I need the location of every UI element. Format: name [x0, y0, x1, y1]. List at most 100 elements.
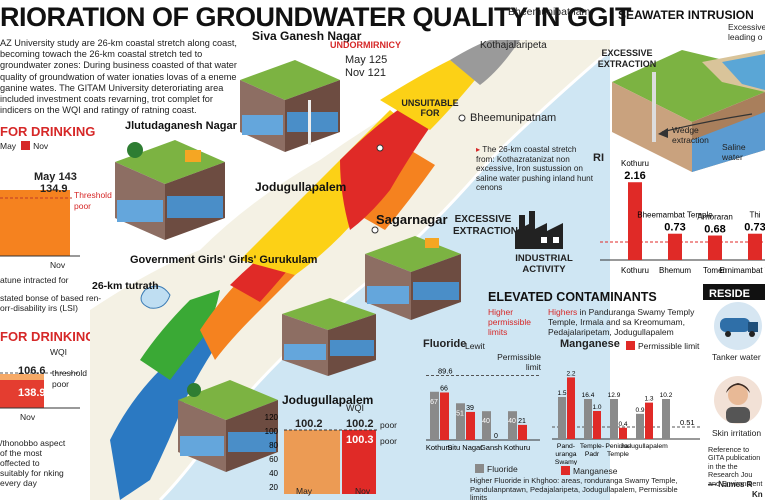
kn-credit: Kn — [752, 490, 763, 499]
jodu-may-value: 100.2 — [295, 418, 323, 430]
label-bheemunipatnam-mid: Bheemunipatnam — [470, 112, 557, 124]
manganese-bar-nov — [645, 402, 653, 439]
manganese-category-label: Jodugullapalem — [620, 443, 668, 450]
manganese-value-label: 1.5 — [557, 390, 566, 397]
intrusion-saline: Saline water — [722, 142, 746, 162]
skin-label: Skin irritation — [712, 428, 762, 438]
label-gurukulam: Government Girls' Girls' Gurukulam — [130, 254, 318, 266]
manganese-bar-nov — [567, 377, 575, 439]
block-jlutudaganesh — [115, 140, 225, 240]
tanker-label: Tanker water — [712, 352, 761, 362]
label-siva-ganesh: Siva Ganesh Nagar — [252, 29, 362, 43]
manganese-bar-may — [610, 399, 618, 439]
fluoride-bar-nov — [440, 392, 449, 440]
may-bar — [0, 190, 70, 256]
manganese-bar-may — [636, 413, 644, 439]
ri-axis-label: Tomen — [703, 266, 727, 275]
may-value-2: 106.6 — [18, 365, 46, 377]
manganese-legend: Manganese — [556, 466, 617, 476]
jodu-nov-value: 100.2 — [346, 418, 374, 430]
svg-text:120: 120 — [265, 413, 279, 422]
ri-value-label: 0.73 — [664, 222, 685, 234]
ri-axis-label: Bhemum — [659, 266, 691, 275]
manganese-category-label: Padr — [585, 451, 600, 458]
ri-name-label: Arnoraran — [697, 213, 733, 222]
resident-banner: RESIDE — [703, 284, 765, 300]
fluoride-bar-may — [508, 411, 517, 440]
fluoride-value-label: 66 — [440, 385, 448, 392]
legend-1: May Nov — [0, 141, 49, 151]
ri-value-label: 2.16 — [624, 170, 645, 182]
manganese-category-label: Swamy — [555, 459, 578, 465]
ri-axis-label: Kothuru — [621, 266, 649, 275]
svg-text:40: 40 — [269, 469, 278, 478]
fluoride-lewit: Lewit — [465, 341, 485, 351]
label-undormirnicy: UNDORMIRNICY — [330, 40, 401, 50]
manganese-limit-label: 0.51 — [680, 418, 695, 427]
drinking-heading-2: FOR DRINKING — [0, 329, 96, 344]
poor-1: poor — [74, 201, 92, 211]
fluoride-limit-label: 89.6 — [438, 366, 453, 375]
nov-axis-1: Nov — [50, 260, 66, 270]
block-siva-ganesh — [240, 60, 340, 152]
manganese-category-label: Penima- — [605, 443, 630, 450]
label-jodugullapalem: Jodugullapalem — [255, 180, 347, 194]
ri-name-label: Kothuru — [621, 159, 649, 168]
jodu-title: Jodugullapalem — [282, 393, 374, 407]
manganese-permissible: Permissible limit — [626, 341, 699, 351]
svg-text:80: 80 — [269, 441, 278, 450]
manganese-value-label: 12.9 — [608, 392, 621, 399]
coastal-note: ▸ The 26-km coastal stretch from: Kothaz… — [476, 145, 593, 193]
fluoride-bar-may — [430, 391, 439, 440]
ri-bar — [668, 233, 682, 260]
manganese-value-label: 10.2 — [660, 392, 673, 399]
drinking-heading-1: FOR DRINKING — [0, 124, 96, 139]
manganese-bar-may — [662, 399, 670, 439]
intrusion-note: Excessive leading o — [728, 22, 765, 42]
manganese-value-label: 0.9 — [635, 407, 644, 414]
intro-text: AZ University study are 26-km coastal st… — [0, 38, 237, 116]
jodu-wqi: WQI — [346, 403, 364, 413]
nov-value-1: 134.9 — [40, 183, 68, 195]
wqi-label-2: WQI — [50, 347, 67, 357]
ri-name-label: Bheemambat Temple — [637, 211, 713, 220]
block-south — [178, 380, 278, 472]
lsi-note: stated bonse of based ren-orr-disability… — [0, 293, 102, 313]
ri-bar — [628, 182, 642, 260]
consumer-note: /thonobbo aspect of the most offected to… — [0, 438, 66, 488]
manganese-bar-nov — [619, 427, 627, 439]
svg-text:60: 60 — [269, 455, 278, 464]
label-may125: May 125 — [345, 54, 388, 66]
manganese-category-label: Temple — [607, 451, 629, 458]
manganese-value-label: 16.4 — [582, 392, 595, 399]
poor-2: poor — [52, 379, 70, 389]
fluoride-value-label: 67 — [430, 399, 438, 406]
fluoride-value-label: 0 — [494, 433, 498, 440]
manganese-bar-may — [584, 399, 592, 439]
may-value-1: May 143 — [34, 171, 77, 183]
jodu-may-axis: May — [296, 486, 313, 496]
ri-label: RI — [593, 152, 604, 164]
jodu-poor1: poor — [380, 420, 398, 430]
jodu-nov-axis: Nov — [355, 486, 371, 496]
fluoride-value-label: 39 — [466, 405, 474, 412]
fluoride-category-label: Situ Nagar — [447, 443, 483, 452]
manganese-title: Manganese — [560, 338, 620, 350]
manganese-category-label: Pand- — [557, 443, 575, 450]
names-credit: — Names R — [708, 480, 753, 489]
fluoride-value-label: 51 — [456, 410, 464, 417]
fluoride-category-label: Gansh — [480, 443, 502, 452]
tanker-icon — [714, 302, 762, 350]
contaminants-right-sub: Highers in Panduranga Swamy Temply Templ… — [548, 307, 695, 337]
factory-icon — [515, 211, 563, 249]
block-sagarnagar — [365, 236, 461, 320]
label-sagarnagar: Sagarnagar — [376, 212, 448, 227]
ri-bar — [748, 233, 762, 260]
manganese-value-label: 1.3 — [644, 396, 653, 403]
label-jlutudaganesh: Jlutudaganesh Nagar — [125, 120, 237, 132]
label-nov121: Nov 121 — [345, 67, 386, 79]
fluoride-permissible: Permissible limit — [497, 352, 541, 372]
fluoride-title: Fluoride — [423, 338, 467, 350]
contaminants-left-sub: Higher permissible limits — [488, 307, 531, 337]
intrusion-wedge: Wedge extraction — [672, 125, 709, 145]
